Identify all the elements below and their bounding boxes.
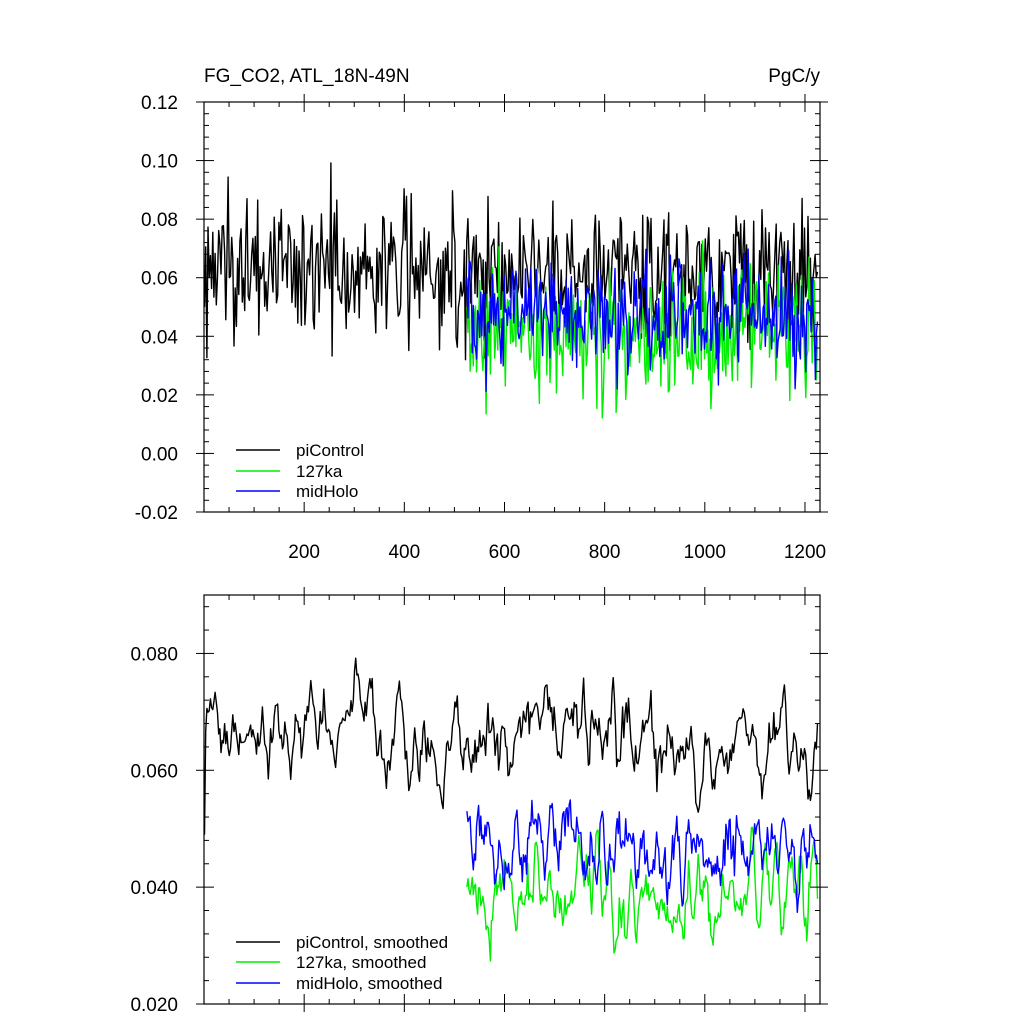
y-tick-label: 0.060 [130,761,178,782]
legend-label-picontrol-smoothed: piControl, smoothed [296,933,448,952]
axes-bottom: 0.020 0.040 0.060 0.080 [130,587,828,1016]
top-panel: FG_CO2, ATL_18N-49N PgC/y 200 400 600 800 10… [135,66,828,563]
series-line-midholo-smoothed [466,799,819,913]
legend-label-127ka-smoothed: 127ka, smoothed [296,953,426,972]
x-tick-label: 1000 [684,542,726,563]
plot-frame [203,101,821,513]
units-label: PgC/y [768,66,820,87]
chart-title: FG_CO2, ATL_18N-49N [204,66,410,87]
legend-label-127ka: 127ka [296,462,343,481]
legend-top: piControl 127ka midHolo [236,441,364,501]
y-tick-label: 0.020 [130,995,178,1016]
x-tick-label: 200 [288,542,320,563]
series-group-bottom [203,657,819,962]
series-line-picontrol-smoothed [203,657,819,835]
y-tick-label: 0.02 [141,386,178,407]
plot-frame [203,594,821,1005]
legend-bottom: piControl, smoothed 127ka, smoothed midH… [236,933,448,993]
y-tick-label: 0.080 [130,644,178,665]
bottom-panel: 0.020 0.040 0.060 0.080 piControl, smoothed… [130,587,828,1016]
y-tick-label: 0.10 [141,152,178,173]
y-tick-label: 0.04 [141,327,178,348]
x-tick-label: 400 [388,542,420,563]
y-tick-label: 0.12 [141,93,178,114]
y-tick-label: 0.00 [141,444,178,465]
legend-label-midholo: midHolo [296,482,358,501]
legend-label-midholo-smoothed: midHolo, smoothed [296,974,442,993]
series-line-midholo [466,248,819,392]
x-tick-label: 800 [589,542,621,563]
y-tick-label: 0.06 [141,269,178,290]
y-tick-label: 0.08 [141,210,178,231]
y-tick-label: 0.040 [130,878,178,899]
axes-top: 200 400 600 800 1000 1200 -0.02 0.00 0.02 0.04 0.0… [135,93,828,563]
legend-label-picontrol: piControl [296,441,364,460]
series-line-127ka-smoothed [466,826,819,962]
x-tick-label: 1200 [784,542,826,563]
y-tick-label: -0.02 [135,503,178,524]
series-group-top [203,162,819,419]
x-tick-label: 600 [489,542,521,563]
